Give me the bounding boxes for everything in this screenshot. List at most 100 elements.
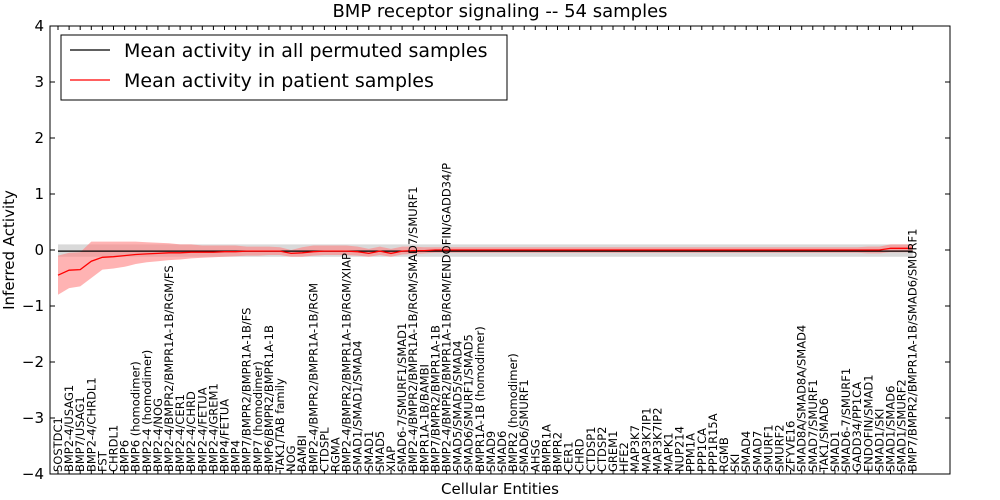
x-tick-label-7: BMP6 (homodimer) bbox=[129, 361, 143, 472]
x-tick-label-38: BMPR1A-1B (homodimer) bbox=[473, 326, 487, 472]
x-tick-label-61: SKI bbox=[728, 454, 742, 472]
x-tick-label-32: BMP2-4/BMPR2/BMPR1A-1B/RGM/SMAD7/SMURF1 bbox=[406, 186, 420, 472]
x-tick-label-25: RGMA bbox=[329, 437, 343, 472]
x-tick-label-40: SMAD6 bbox=[495, 431, 509, 472]
x-tick-label-74: SMAD1/SKI bbox=[872, 409, 886, 472]
x-tick-label-3: BMP2-4/CHRDL1 bbox=[84, 377, 98, 472]
x-tick-label-51: HFE2 bbox=[617, 442, 631, 472]
x-tick-label-12: BMP2-4/CHRD bbox=[184, 391, 198, 472]
x-tick-label-56: NUP214 bbox=[673, 426, 687, 472]
x-tick-label-30: XIAP bbox=[384, 446, 398, 472]
x-tick-label-50: GREM1 bbox=[606, 431, 620, 472]
x-tick-label-71: SMAD6-7/SMURF1 bbox=[839, 368, 853, 472]
y-tick-label-6: 2 bbox=[34, 129, 44, 147]
x-tick-label-53: MAP3K7IP1 bbox=[639, 407, 653, 472]
x-tick-label-39: SMAD9 bbox=[484, 431, 498, 472]
x-tick-label-35: BMP2-4/BMPR2/BMPR1A-1B/RGM/ENDOFIN/GADD3… bbox=[440, 163, 454, 472]
x-tick-label-48: CTDSP1 bbox=[584, 427, 598, 472]
y-tick-label-1: −3 bbox=[22, 409, 44, 427]
y-tick-label-3: −1 bbox=[22, 297, 44, 315]
patient-mean-line bbox=[57, 247, 913, 276]
x-tick-label-46: CER1 bbox=[562, 441, 576, 472]
x-tick-label-49: CTDSP2 bbox=[595, 427, 609, 472]
x-tick-label-27: SMAD1/SMAD1/SMAD4 bbox=[351, 340, 365, 472]
x-tick-label-22: BAMBI bbox=[295, 435, 309, 472]
x-tick-label-54: MAP3K7IP2 bbox=[650, 407, 664, 472]
y-tick-label-0: −4 bbox=[22, 465, 44, 483]
y-tick-label-8: 4 bbox=[34, 17, 44, 35]
x-tick-label-60: RGMB bbox=[717, 437, 731, 472]
x-tick-label-59: PPP1R15A bbox=[706, 413, 720, 472]
y-tick-label-5: 1 bbox=[34, 185, 44, 203]
x-tick-label-76: SMAD1/SMURF2 bbox=[895, 379, 909, 472]
x-tick-label-63: SMAD7 bbox=[750, 431, 764, 472]
y-tick-label-2: −2 bbox=[22, 353, 44, 371]
x-tick-label-21: NOG bbox=[284, 445, 298, 472]
x-tick-label-19: BMP6/BMPR2/BMPR1A-1B bbox=[262, 325, 276, 472]
x-tick-label-73: ENDOFIN/SMAD1 bbox=[861, 374, 875, 472]
x-tick-label-44: BMPR1A bbox=[539, 424, 553, 472]
x-tick-label-0: SOSTDC1 bbox=[51, 417, 65, 472]
x-tick-label-67: SMAD8A/SMAD8A/SMAD4 bbox=[795, 325, 809, 472]
plot-area: SOSTDC1BMP2-4/USAG1BMP7/USAG1BMP2-4/CHRD… bbox=[22, 17, 951, 483]
x-tick-label-6: BMP6 bbox=[118, 440, 132, 472]
x-tick-label-9: BMP2-4/NOG bbox=[151, 398, 165, 472]
x-tick-label-68: SMAD7/SMURF1 bbox=[806, 379, 820, 472]
x-tick-label-28: SMAD1 bbox=[362, 431, 376, 472]
chart-title: BMP receptor signaling -- 54 samples bbox=[332, 1, 667, 22]
x-tick-label-41: BMPR2 (homodimer) bbox=[506, 353, 520, 472]
x-tick-label-29: SMAD5 bbox=[373, 431, 387, 472]
x-tick-label-33: BMPR1A-1B/BAMBI bbox=[417, 364, 431, 472]
x-tick-label-72: GADD34/PP1CA bbox=[850, 382, 864, 472]
x-tick-label-55: MAPK1 bbox=[662, 432, 676, 472]
x-tick-label-42: SMAD6/SMURF1 bbox=[517, 379, 531, 472]
y-ticks: −4 −3 −2 −1 0 1 2 3 4 bbox=[22, 17, 950, 483]
x-tick-labels: SOSTDC1BMP2-4/USAG1BMP7/USAG1BMP2-4/CHRD… bbox=[51, 26, 920, 474]
x-tick-label-57: PPM1A bbox=[684, 433, 698, 472]
y-axis-label: Inferred Activity bbox=[0, 190, 18, 310]
x-tick-label-11: BMP2-4/CER1 bbox=[173, 394, 187, 472]
x-tick-label-4: FST bbox=[95, 450, 109, 472]
x-tick-label-77: BMP7/BMPR2/BMPR1A-1B/SMAD6/SMURF1 bbox=[906, 229, 920, 472]
x-tick-label-31: SMAD6-7/SMURF1/SMAD1 bbox=[395, 323, 409, 472]
x-tick-label-64: SMURF1 bbox=[761, 424, 775, 472]
x-tick-label-20: TAK1/TAB family bbox=[273, 378, 287, 473]
x-tick-label-16: BMP4 bbox=[229, 440, 243, 472]
x-axis-label: Cellular Entities bbox=[441, 480, 559, 498]
x-tick-label-45: BMPR2 bbox=[551, 432, 565, 472]
x-tick-label-8: BMP2-4 (homodimer) bbox=[140, 350, 154, 472]
x-tick-label-17: BMP7/BMPR2/BMPR1A-1B/FS bbox=[240, 308, 254, 472]
x-tick-label-69: TAK1/SMAD6 bbox=[817, 398, 831, 473]
y-tick-label-4: 0 bbox=[34, 241, 44, 259]
x-tick-label-26: BMP2-4/BMPR2/BMPR1A-1B/RGM/XIAP bbox=[340, 253, 354, 472]
x-tick-label-1: BMP2-4/USAG1 bbox=[62, 385, 76, 472]
x-tick-label-14: BMP2-4/GREM1 bbox=[206, 383, 220, 472]
x-tick-label-47: CHRD bbox=[573, 438, 587, 472]
legend-permuted-label: Mean activity in all permuted samples bbox=[124, 40, 487, 62]
legend-patient-label: Mean activity in patient samples bbox=[124, 70, 434, 92]
x-tick-label-34: BMP7/BMPR2/BMPR1A-1B bbox=[428, 325, 442, 472]
x-tick-label-10: BMP2-4/BMPR2/BMPR1A-1B/RGM/FS bbox=[162, 265, 176, 472]
x-tick-label-43: AHSG bbox=[528, 439, 542, 472]
patient-band bbox=[58, 241, 913, 295]
x-tick-label-62: SMAD4 bbox=[739, 431, 753, 472]
x-tick-label-37: SMAD6/SMURF1/SMAD5 bbox=[462, 334, 476, 472]
x-tick-label-36: SMAD5/SMAD5/SMAD4 bbox=[451, 340, 465, 472]
x-tick-label-5: CHRDL1 bbox=[107, 425, 121, 472]
x-tick-label-15: BMP4/FETUA bbox=[218, 399, 232, 472]
x-tick-label-2: BMP7/USAG1 bbox=[73, 396, 87, 472]
x-tick-label-18: BMP7 (homodimer) bbox=[251, 361, 265, 472]
x-tick-label-52: MAP3K7 bbox=[628, 425, 642, 472]
x-tick-label-70: SMAD1 bbox=[828, 431, 842, 472]
series-lines bbox=[57, 247, 913, 276]
x-tick-label-58: PPP1CA bbox=[695, 428, 709, 472]
legend-box bbox=[60, 34, 508, 101]
x-tick-label-23: BMP2-4/BMPR2/BMPR1A-1B/RGM bbox=[306, 283, 320, 472]
x-tick-label-24: CTDSPL bbox=[317, 427, 331, 472]
x-tick-label-75: SMAD1/SMAD6 bbox=[884, 386, 898, 472]
x-tick-label-65: SMURF2 bbox=[773, 424, 787, 472]
y-tick-label-7: 3 bbox=[34, 73, 44, 91]
x-tick-label-13: BMP2-4/FETUA bbox=[195, 387, 209, 472]
x-tick-label-66: ZFYVE16 bbox=[784, 421, 798, 472]
